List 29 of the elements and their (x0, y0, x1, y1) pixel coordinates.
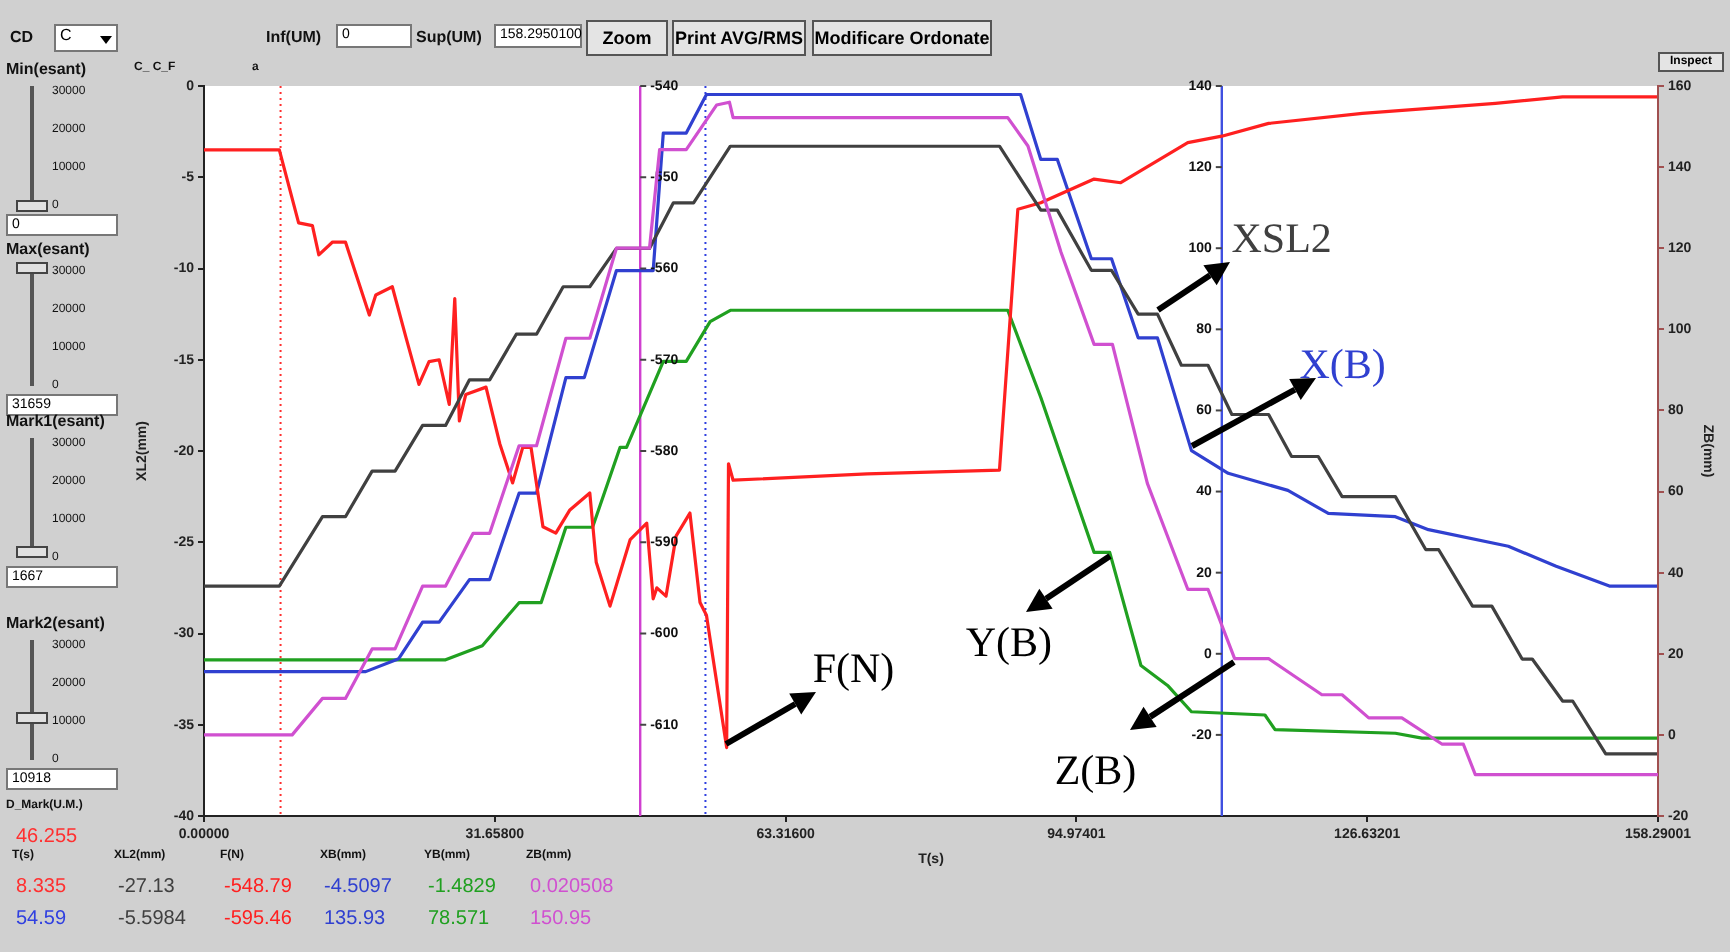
text: Sup(UM) (416, 28, 482, 46)
button: Print AVG/RMS (672, 20, 806, 56)
text: 0.020508 (530, 876, 614, 898)
text: -5.5984 (118, 908, 186, 930)
text: -548.79 (224, 876, 292, 898)
text: 135.93 (324, 908, 386, 930)
text: Mark1(esant) (6, 412, 105, 430)
text: Min(esant) (6, 60, 86, 78)
series-label: Y(B) (965, 618, 1053, 667)
text: Inf(UM) (266, 28, 322, 46)
text: F(N) (812, 643, 895, 692)
text: X(B) (1299, 340, 1386, 389)
text: 150.95 (530, 908, 592, 930)
text: -595.46 (224, 908, 292, 930)
text: XSL2 (1231, 214, 1332, 263)
text: 54.59 (16, 908, 67, 930)
dropdown: C (54, 24, 118, 52)
text: 78.571 (428, 908, 490, 930)
text: Mark2(esant) (6, 614, 105, 632)
text: 8.335 (16, 876, 67, 898)
text: Z(B) (1054, 746, 1137, 795)
button: Zoom (586, 20, 668, 56)
text: CD (10, 28, 34, 46)
text: Max(esant) (6, 240, 90, 258)
text: -27.13 (118, 876, 175, 898)
text: -1.4829 (428, 876, 496, 898)
text: -4.5097 (324, 876, 392, 898)
button: Modificare Ordonate (812, 20, 992, 56)
text: 46.255 (16, 826, 78, 848)
